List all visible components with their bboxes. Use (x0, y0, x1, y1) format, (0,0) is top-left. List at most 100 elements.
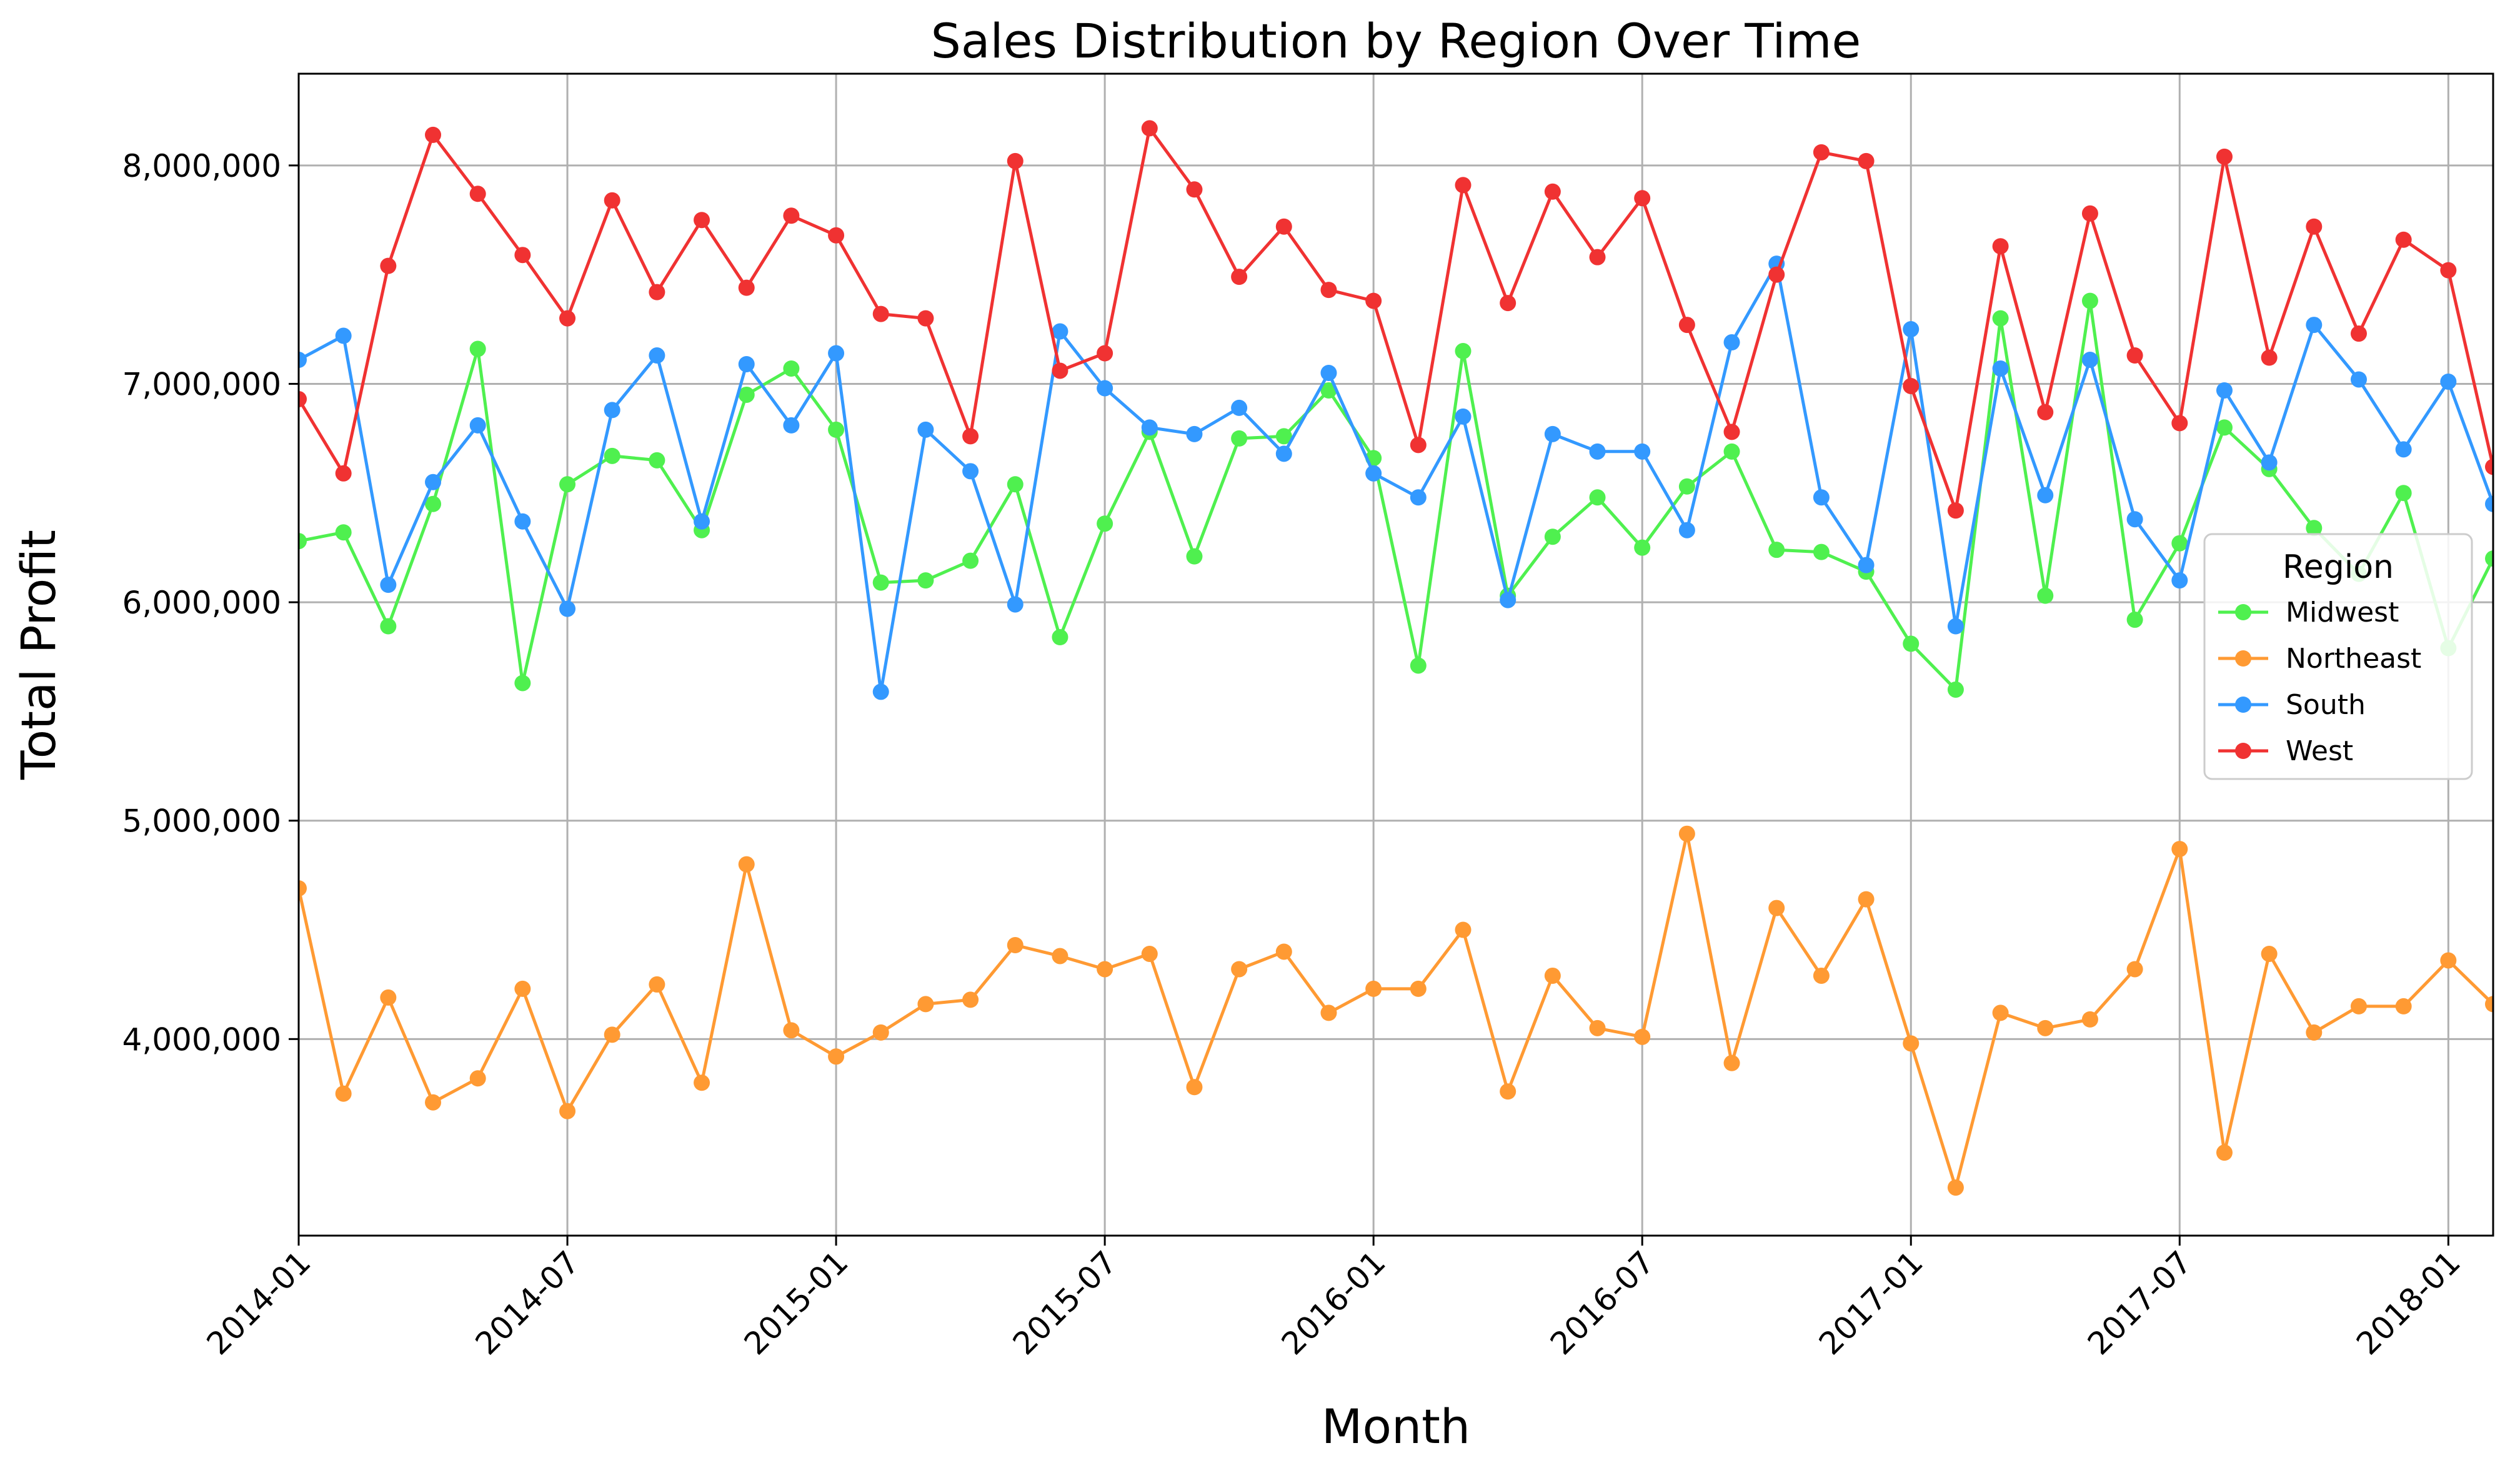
data-point (783, 207, 800, 224)
data-point (1589, 489, 1606, 506)
data-point (1813, 489, 1830, 506)
data-point (2126, 961, 2143, 978)
series-west (299, 120, 2493, 519)
series-line-northeast (299, 832, 2493, 1189)
data-point (738, 279, 755, 296)
data-point (559, 310, 576, 327)
data-point (604, 192, 620, 209)
data-point (1455, 177, 1472, 194)
data-point (1544, 528, 1561, 545)
data-point (1052, 323, 1068, 340)
data-point (1007, 476, 1023, 493)
data-point (469, 417, 486, 434)
data-point (694, 513, 710, 530)
data-point (2216, 419, 2233, 436)
data-point (1275, 428, 1292, 445)
data-point (2171, 415, 2188, 432)
x-axis-label: Month (1322, 1399, 1470, 1454)
y-tick-label: 6,000,000 (122, 585, 281, 621)
data-point (604, 402, 620, 419)
data-point (1768, 900, 1785, 916)
data-point (828, 1048, 845, 1065)
data-point (1723, 424, 1740, 440)
data-point (1992, 238, 2009, 255)
data-point (299, 352, 307, 369)
chart-title: Sales Distribution by Region Over Time (931, 13, 1861, 69)
data-point (1141, 945, 1158, 962)
data-point (2485, 495, 2493, 512)
y-tick-label: 5,000,000 (122, 803, 281, 840)
data-point (2395, 231, 2412, 248)
data-point (694, 1074, 710, 1091)
data-point (917, 421, 934, 438)
data-point (649, 284, 665, 300)
data-point (2350, 998, 2367, 1014)
data-point (1678, 478, 1695, 495)
legend-title: Region (2283, 548, 2394, 586)
data-point (1275, 445, 1292, 462)
data-point (1544, 967, 1561, 984)
data-point (425, 474, 442, 490)
data-point (1365, 292, 1382, 309)
data-point (1186, 1079, 1203, 1096)
data-point (962, 463, 979, 480)
data-point (1410, 489, 1427, 506)
data-point (299, 533, 307, 550)
data-point (335, 465, 352, 482)
data-point (917, 572, 934, 589)
data-point (1186, 548, 1203, 565)
data-point (2306, 218, 2323, 235)
legend-swatch-marker (2235, 604, 2251, 620)
data-point (1858, 557, 1875, 573)
data-point (1992, 1004, 2009, 1021)
data-point (335, 524, 352, 541)
data-point (1634, 1028, 1651, 1045)
data-point (469, 340, 486, 357)
data-point (1500, 1083, 1516, 1100)
data-point (1365, 980, 1382, 997)
data-point (1141, 120, 1158, 137)
data-point (1275, 218, 1292, 235)
data-point (2081, 292, 2098, 309)
series-northeast (299, 825, 2493, 1196)
data-point (2216, 148, 2233, 165)
data-point (2261, 454, 2278, 471)
plot-area-frame (297, 72, 2494, 1237)
data-point (1723, 1054, 1740, 1071)
data-point (1813, 543, 1830, 560)
data-point (962, 991, 979, 1008)
data-point (2395, 485, 2412, 502)
data-point (2216, 382, 2233, 399)
data-point (1678, 522, 1695, 538)
legend-entry-south: South (2286, 689, 2366, 721)
data-point (917, 310, 934, 327)
data-point (1500, 592, 1516, 608)
data-point (1589, 1019, 1606, 1036)
data-point (872, 574, 889, 591)
legend-entry-midwest: Midwest (2286, 597, 2399, 628)
data-point (514, 513, 531, 530)
data-point (1858, 891, 1875, 908)
data-point (2485, 996, 2493, 1013)
data-point (380, 577, 397, 593)
legend: Region Midwest Northeast South West (2203, 533, 2473, 780)
data-point (1544, 183, 1561, 200)
series-line-midwest (299, 299, 2493, 692)
data-point (1947, 618, 1964, 635)
legend-entry-northeast: Northeast (2286, 643, 2421, 675)
data-point (2306, 317, 2323, 334)
data-point (425, 1094, 442, 1111)
data-point (1903, 377, 1920, 394)
data-point (1992, 310, 2009, 327)
data-point (1410, 437, 1427, 454)
data-point (1589, 249, 1606, 265)
data-point (1320, 382, 1337, 399)
data-point (1813, 144, 1830, 161)
data-point (1410, 980, 1427, 997)
data-point (1365, 465, 1382, 482)
data-point (1410, 657, 1427, 674)
data-point (2081, 205, 2098, 222)
data-point (1903, 321, 1920, 338)
data-point (1097, 345, 1113, 362)
data-point (604, 447, 620, 464)
